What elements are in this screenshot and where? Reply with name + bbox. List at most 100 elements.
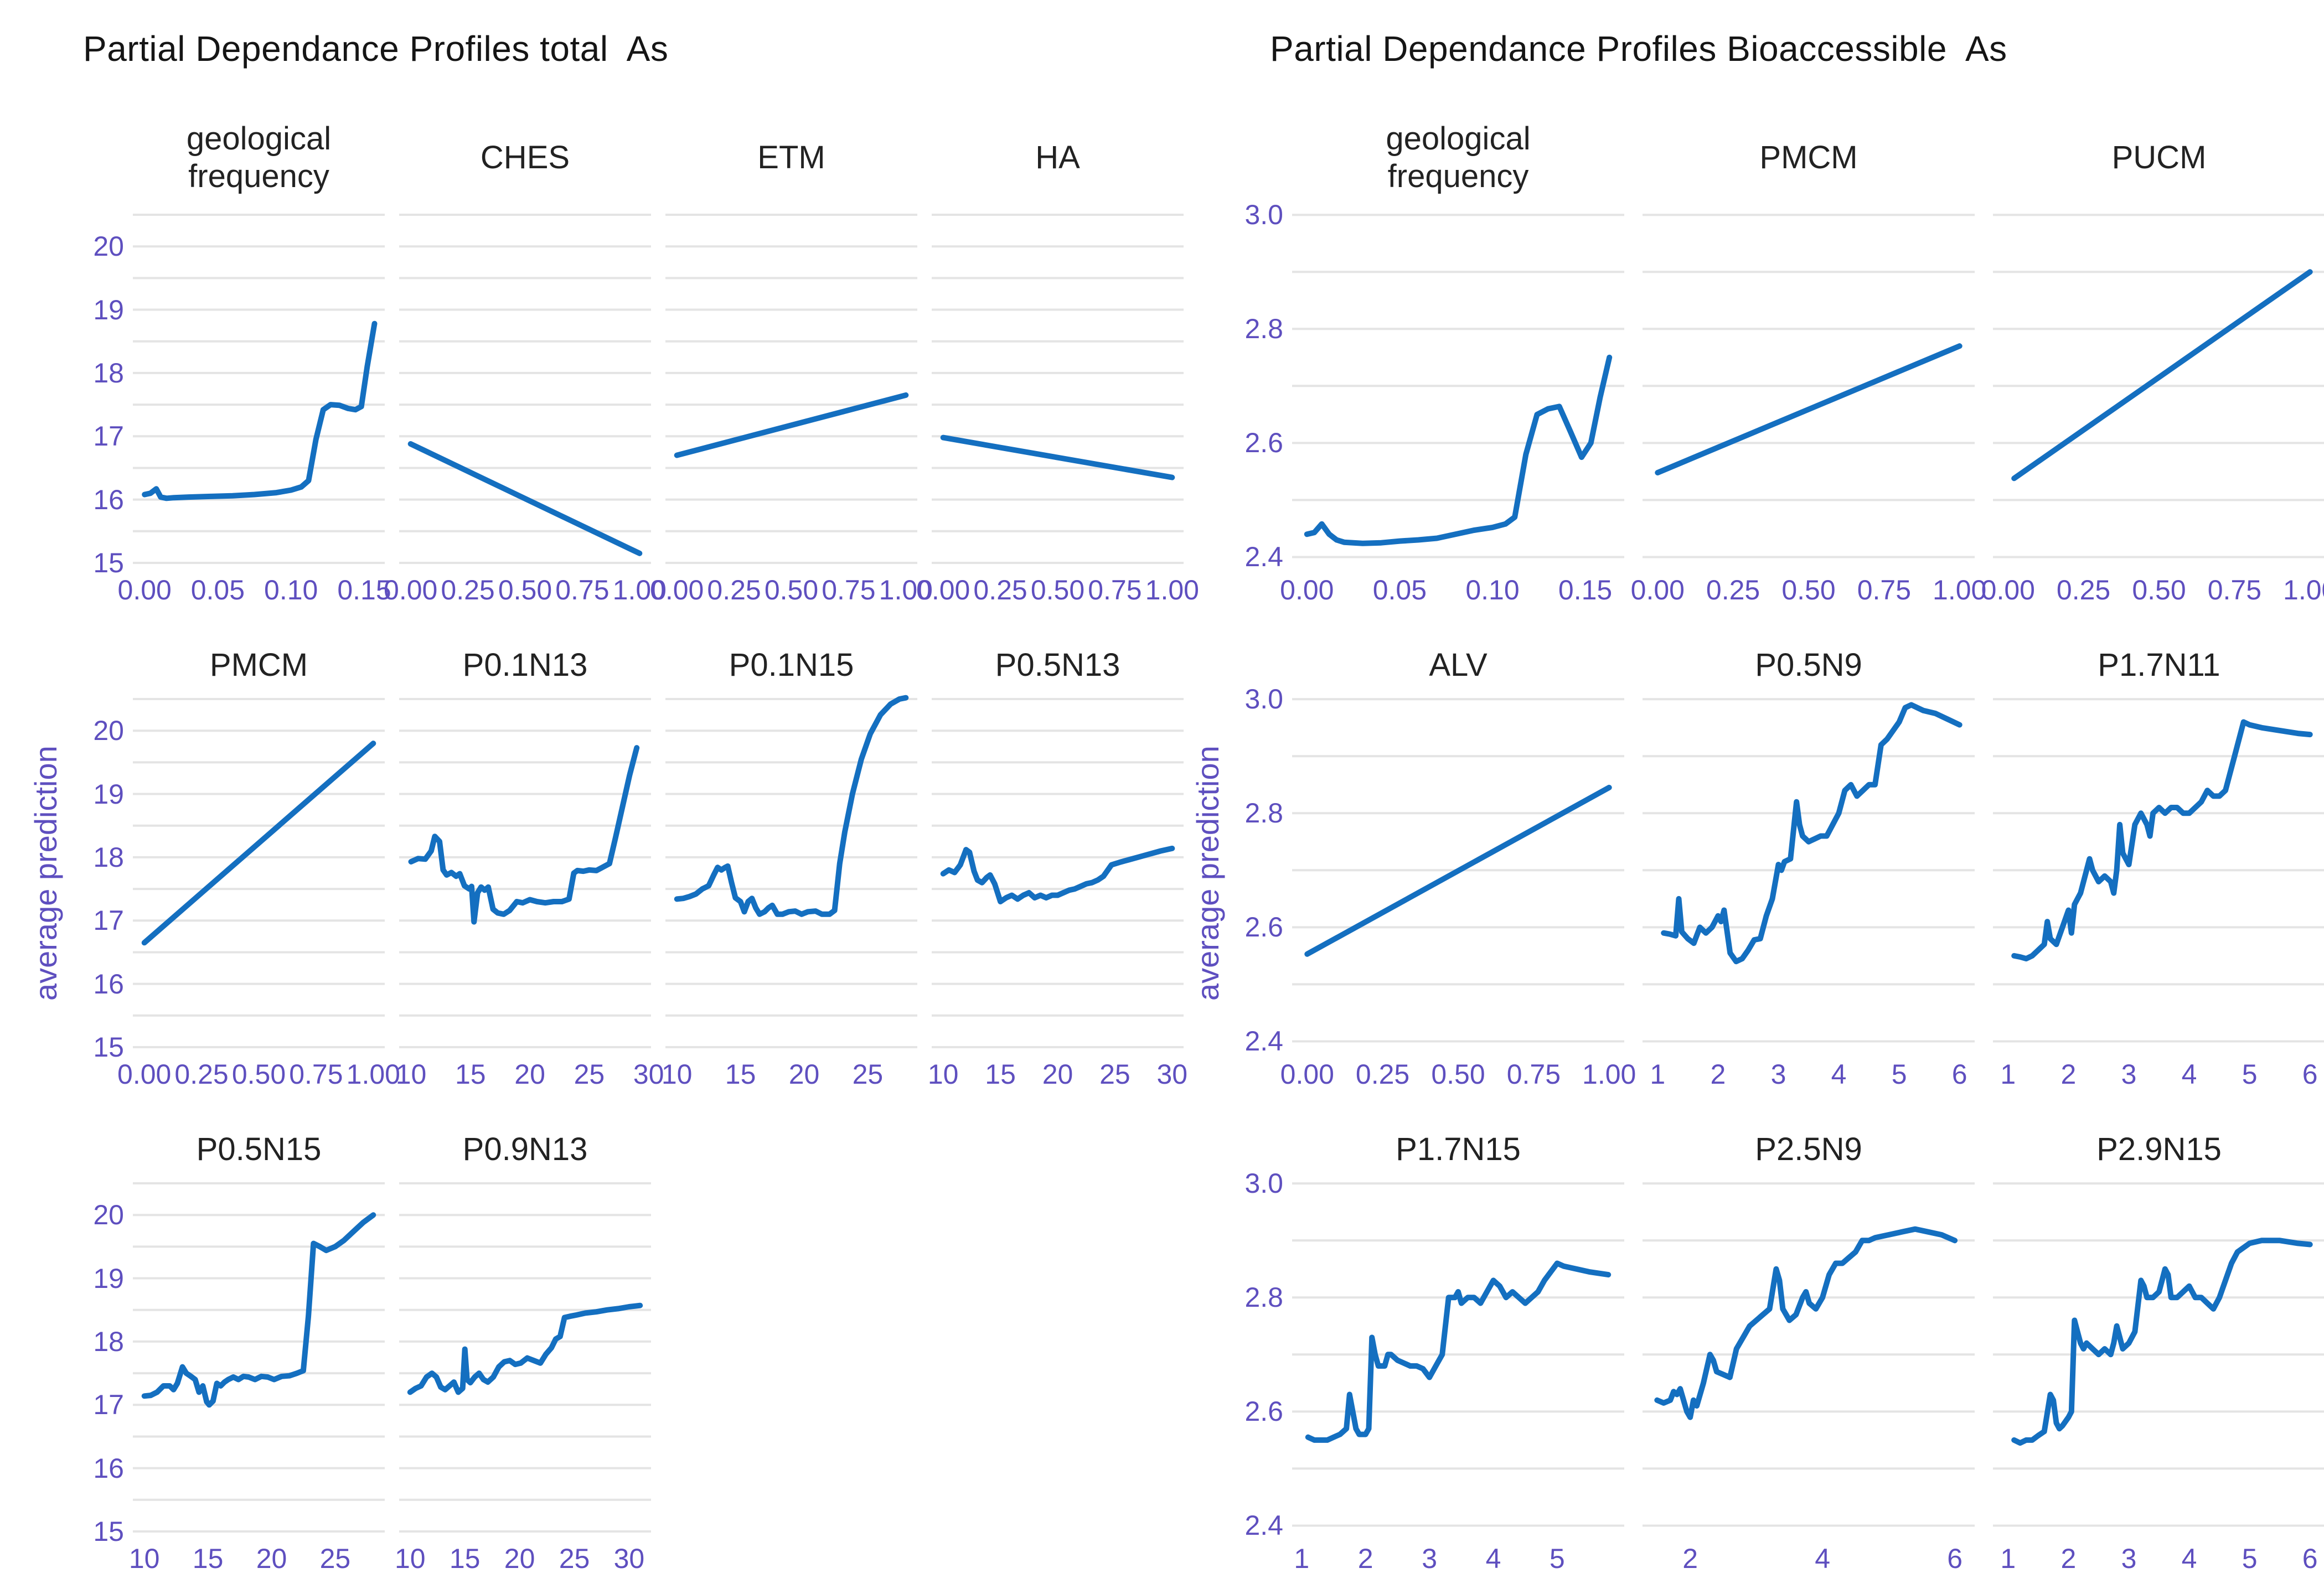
facet-geological-frequency: geological frequency 0.00 0.05 0.10 0.15 [118,105,391,612]
y-axis-ticks: 20 19 18 17 16 15 [69,636,133,1096]
facet-p1-7n11: P1.7N11 1 2 3 4 5 6 [1993,636,2324,1096]
x-tick-label: 1 [1650,1059,1666,1090]
y-axis-title-gutter: average prediction [22,636,69,1096]
y-tick-label: 20 [93,1199,124,1231]
profile-line [407,441,643,556]
facet-pmcm: PMCM 0.00 0.25 0.50 0.75 1.00 [117,636,400,1096]
facet-p0-5n13: P0.5N13 10 15 20 25 30 [928,636,1187,1096]
profile-line [1305,1260,1612,1443]
x-tick-label: 0.15 [1558,575,1613,605]
x-tick-label: 0.10 [264,575,318,605]
y-tick-label: 2.4 [1244,1510,1283,1541]
x-axis-ticks: 0.00 0.05 0.10 0.15 [118,567,391,612]
x-tick-label: 20 [504,1543,535,1574]
x-tick-label: 0.00 [384,575,438,605]
x-tick-label: 0.50 [2132,575,2186,605]
x-tick-label: 6 [1947,1543,1963,1574]
profile-line [674,392,909,458]
x-tick-label: 2 [1710,1059,1726,1090]
facet-title: PMCM [1643,105,1975,210]
x-tick-label: 3 [2121,1543,2137,1574]
profile-line [2011,719,2313,962]
facet-title-text: ALV [1429,647,1488,684]
x-axis-ticks: 10 15 20 25 [662,1052,917,1096]
profile-line [1661,702,1963,965]
x-tick-label: 0.75 [289,1059,343,1090]
y-tick-label: 2.4 [1244,1026,1283,1057]
x-tick-label: 0.05 [190,575,245,605]
facet-title: ALV [1292,636,1624,695]
x-tick-label: 5 [2242,1059,2258,1090]
facet-p0-1n15: P0.1N15 10 15 20 25 [662,636,917,1096]
x-tick-label: 0.75 [822,575,876,605]
profile-line [1304,784,1612,957]
facet-title: P2.9N15 [1993,1121,2324,1179]
x-tick-label: 1.00 [2283,575,2324,605]
x-tick-label: 6 [1951,1059,1967,1090]
line-chart [133,214,385,564]
x-tick-label: 15 [192,1543,224,1574]
y-tick-label: 17 [93,1389,124,1421]
y-tick-label: 3.0 [1244,1168,1283,1199]
x-tick-label: 0.00 [1981,575,2035,605]
facet-title-text: P2.9N15 [2096,1131,2222,1168]
x-tick-label: 2 [1682,1543,1698,1574]
x-tick-label: 1.00 [879,575,933,605]
x-tick-label: 3 [1422,1543,1437,1574]
line-chart [1292,1182,1624,1527]
profile-line [1654,1226,1958,1420]
x-tick-label: 0.25 [973,575,1027,605]
facet-title: P1.7N11 [1993,636,2324,695]
x-tick-label: 0.15 [337,575,391,605]
x-tick-label: 20 [788,1059,820,1090]
facet-title: PMCM [133,636,385,695]
line-chart [1643,698,1975,1043]
facet-ches: CHES 0.00 0.25 0.50 0.75 1.00 [384,105,667,612]
facet-title-text: P0.5N13 [995,647,1120,684]
facet-title-text: PUCM [2111,139,2207,175]
y-axis-ticks: 3.0 2.8 2.6 2.4 [1228,636,1292,1096]
line-chart [1292,698,1624,1043]
x-tick-label: 0.50 [231,1059,286,1090]
facet-title: P0.5N9 [1643,636,1975,695]
facet-title-text: P1.7N11 [2098,647,2220,684]
facet-title-text: P1.7N15 [1396,1131,1521,1168]
x-tick-label: 5 [1891,1059,1907,1090]
x-tick-label: 15 [455,1059,486,1090]
x-tick-label: 1.00 [1582,1059,1636,1090]
y-axis-title: average prediction [28,746,63,1001]
profile-line [2011,269,2313,482]
y-tick-label: 15 [93,547,124,578]
x-tick-label: 0.50 [1030,575,1085,605]
facet-p0-9n13: P0.9N13 10 15 20 25 30 [395,1121,651,1580]
facet-ha: HA 0.00 0.25 0.50 0.75 1.00 [916,105,1199,612]
facet-alv: ALV 0.00 0.25 0.50 0.75 1.00 [1280,636,1636,1096]
x-tick-label: 20 [1042,1059,1073,1090]
x-tick-label: 4 [2181,1543,2197,1574]
facet-title: P0.9N13 [399,1121,651,1179]
x-tick-label: 0.75 [555,575,610,605]
facet-row: 20 19 18 17 16 15 P0.5N15 10 15 20 25 P0.9N13 10 15 20… [22,1121,1184,1580]
profile-line [407,1302,643,1395]
y-tick-label: 16 [93,1452,124,1484]
x-tick-label: 15 [985,1059,1016,1090]
x-tick-label: 0.00 [1630,575,1685,605]
x-tick-label: 2 [1357,1543,1373,1574]
y-tick-label: 19 [93,294,124,325]
x-tick-label: 5 [2242,1543,2258,1574]
y-tick-label: 2.8 [1244,798,1283,829]
profile-line [2011,1238,2313,1446]
facet-title: P0.5N15 [133,1121,385,1179]
line-chart [665,214,917,564]
facet-title-text: geological frequency [1386,120,1531,194]
facet-title-text: P2.5N9 [1755,1131,1862,1168]
line-chart [932,214,1184,564]
y-axis-title-gutter [22,1121,69,1580]
y-tick-label: 20 [93,231,124,262]
y-tick-label: 18 [93,357,124,389]
